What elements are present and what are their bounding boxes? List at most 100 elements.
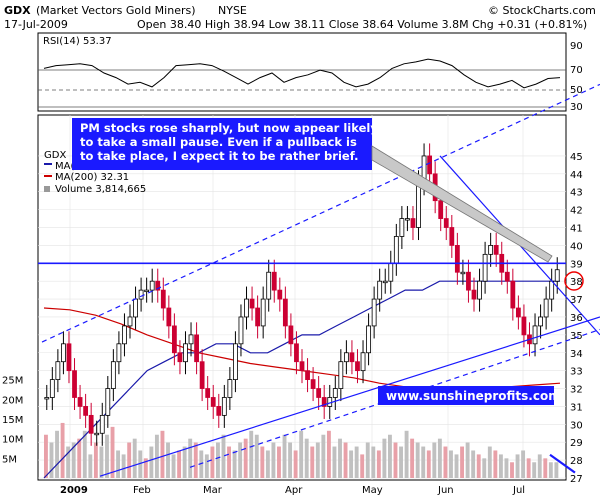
volume-bar bbox=[415, 442, 420, 478]
volume-tick-label: 10M bbox=[2, 435, 23, 446]
x-tick-label: 2009 bbox=[60, 485, 88, 496]
price-bar-body bbox=[543, 298, 549, 318]
volume-bar bbox=[182, 446, 187, 478]
price-bar-body bbox=[349, 352, 355, 363]
volume-bar bbox=[326, 430, 331, 478]
price-bar-body bbox=[549, 280, 555, 300]
volume-bar bbox=[493, 450, 498, 478]
annotation-pointer bbox=[371, 145, 553, 263]
volume-bar bbox=[105, 434, 109, 478]
price-tick-label: 44 bbox=[570, 170, 583, 181]
price-bar-body bbox=[338, 361, 344, 389]
price-bar-body bbox=[127, 316, 133, 327]
price-bar-body bbox=[282, 298, 288, 327]
legend-ma50-swatch bbox=[44, 163, 52, 165]
volume-bar bbox=[421, 446, 426, 478]
website-label: www.sunshineprofits.com bbox=[386, 389, 561, 403]
x-tick-label: Feb bbox=[133, 485, 151, 496]
price-bar-body bbox=[138, 289, 144, 300]
volume-bar bbox=[343, 442, 348, 478]
legend-volume-swatch bbox=[44, 186, 50, 192]
price-bar-body bbox=[66, 343, 72, 372]
volume-tick-label: 15M bbox=[2, 415, 23, 426]
volume-bar bbox=[110, 426, 115, 478]
volume-bar bbox=[310, 446, 315, 478]
price-bar-body bbox=[299, 361, 305, 372]
volume-bar bbox=[116, 450, 121, 478]
price-bar-body bbox=[471, 289, 477, 300]
volume-bar bbox=[293, 450, 298, 478]
volume-bar bbox=[138, 450, 143, 478]
price-bar-body bbox=[382, 280, 388, 284]
price-bar-body bbox=[221, 397, 227, 416]
price-bar-body bbox=[343, 352, 349, 363]
volume-bar bbox=[548, 462, 553, 478]
price-bar-body bbox=[416, 182, 421, 228]
rsi-tick-70: 70 bbox=[570, 65, 583, 76]
price-bars-group bbox=[44, 143, 560, 446]
volume-bar bbox=[55, 430, 59, 478]
volume-bar bbox=[171, 454, 176, 478]
volume-bar bbox=[249, 430, 254, 478]
price-bar-body bbox=[366, 325, 371, 354]
price-bar-body bbox=[61, 343, 66, 363]
legend-volume: Volume 3,814,665 bbox=[55, 184, 146, 195]
price-tick-label: 42 bbox=[570, 206, 583, 217]
price-bar-body bbox=[99, 414, 105, 434]
price-bar-body bbox=[144, 289, 150, 293]
volume-tick-label: 20M bbox=[2, 395, 23, 406]
volume-bar bbox=[465, 442, 470, 478]
volume-bar bbox=[460, 446, 465, 478]
price-bar-body bbox=[205, 388, 211, 398]
price-bar-body bbox=[321, 397, 327, 407]
price-bar-body bbox=[271, 271, 277, 291]
price-bar-body bbox=[171, 325, 177, 354]
volume-bar bbox=[321, 434, 326, 478]
volume-bar bbox=[510, 462, 514, 478]
lower-channel-line bbox=[99, 316, 600, 477]
volume-bar bbox=[93, 442, 98, 478]
price-tick-label: 35 bbox=[570, 331, 583, 342]
volume-bar bbox=[216, 442, 220, 478]
price-bar-body bbox=[44, 397, 50, 400]
rsi-line bbox=[43, 58, 561, 89]
x-tick-label: May bbox=[362, 485, 383, 496]
price-bar-body bbox=[55, 361, 61, 380]
price-bar-body bbox=[332, 388, 338, 398]
volume-bar bbox=[304, 438, 309, 478]
volume-bar bbox=[132, 438, 137, 478]
volume-bar bbox=[404, 430, 409, 478]
volume-bar bbox=[288, 442, 293, 478]
volume-bar bbox=[443, 446, 448, 478]
price-bar-body bbox=[327, 397, 333, 407]
volume-bar bbox=[532, 462, 537, 478]
price-bar-body bbox=[227, 379, 233, 398]
price-tick-label: 40 bbox=[570, 241, 583, 252]
price-tick-label: 37 bbox=[570, 295, 583, 306]
price-bar-body bbox=[443, 218, 449, 228]
price-tick-label: 29 bbox=[570, 438, 583, 449]
annotation-text: PM stocks rose sharply, but now appear l… bbox=[80, 121, 378, 163]
price-bar-body bbox=[194, 334, 199, 363]
volume-bar bbox=[60, 422, 65, 478]
price-tick-label: 28 bbox=[570, 456, 583, 467]
price-tick-label: 32 bbox=[570, 385, 583, 396]
volume-bar bbox=[277, 446, 281, 478]
price-bar-body bbox=[105, 388, 111, 416]
stockcharts-watermark: © StockCharts.com bbox=[488, 4, 596, 17]
price-bar-body bbox=[133, 298, 138, 318]
volume-bar bbox=[482, 458, 487, 478]
website-box bbox=[378, 386, 554, 405]
volume-bar bbox=[77, 438, 82, 478]
volume-bar bbox=[71, 442, 76, 478]
price-bar-body bbox=[510, 280, 516, 309]
volume-bar bbox=[254, 434, 259, 478]
price-tick-label: 45 bbox=[570, 152, 583, 163]
volume-bar bbox=[82, 430, 87, 478]
volume-bar bbox=[376, 450, 381, 478]
price-bar-body bbox=[249, 298, 255, 309]
volume-bar bbox=[410, 438, 415, 478]
annotation-box bbox=[72, 118, 372, 170]
annotation-text-line: PM stocks rose sharply, but now appear l… bbox=[80, 121, 378, 135]
